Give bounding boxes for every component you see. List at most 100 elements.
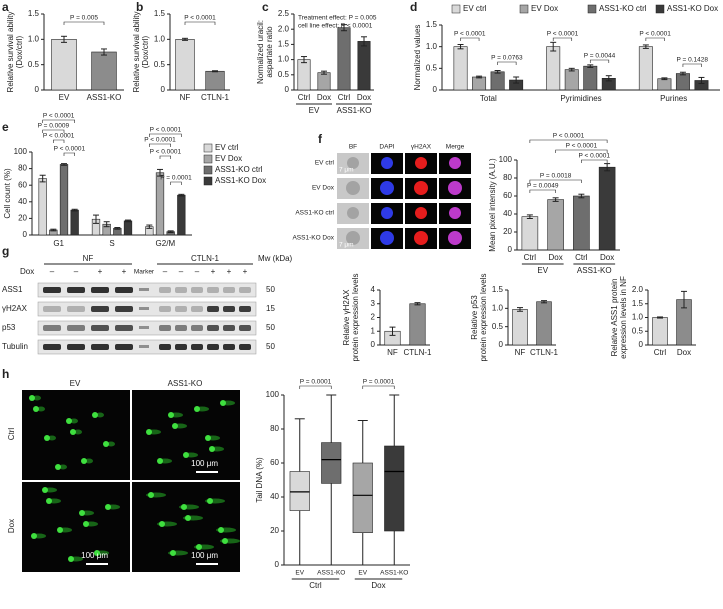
- blot-band: [207, 287, 219, 293]
- note: Treatment effect: P = 0.005: [298, 15, 377, 22]
- group-label: ASS1-KO: [337, 106, 372, 115]
- scale-bar: 7 μm: [339, 167, 354, 174]
- bar: [123, 220, 133, 236]
- bracket: [42, 129, 65, 133]
- comet-head: [33, 406, 39, 412]
- x-tick-label: NF: [387, 348, 398, 357]
- bar: [357, 41, 371, 91]
- blot-band: [159, 287, 171, 293]
- bar: [317, 72, 331, 91]
- y-axis-label: Relative survival ability: [6, 12, 15, 93]
- scale-bar: 100 μm: [191, 459, 218, 468]
- y-tick-label: 40: [270, 492, 279, 501]
- blot-band: [43, 344, 61, 350]
- y-tick-label: 0: [35, 85, 40, 94]
- comet-head: [57, 527, 63, 533]
- bar: [536, 301, 552, 346]
- cell: [448, 181, 462, 195]
- bracket: [497, 61, 517, 65]
- column-label: γH2AX: [411, 144, 432, 151]
- y-tick-label: 100: [14, 147, 28, 156]
- p-value: P < 0.0001: [566, 143, 598, 150]
- p-value: P < 0.0001: [150, 127, 182, 134]
- legend-swatch: [519, 4, 529, 14]
- group-label: Ctrl: [309, 581, 322, 590]
- y-axis-label: Mean pixel intensity (A.U.): [488, 158, 497, 252]
- y-tick-label: 100: [499, 155, 513, 164]
- x-tick-label: Ctrl: [654, 348, 667, 357]
- sign: –: [163, 267, 168, 276]
- panel-letter: g: [2, 244, 9, 258]
- panel-letter: f: [318, 132, 323, 146]
- y-tick-label: 4: [371, 285, 376, 294]
- cell: [381, 207, 393, 219]
- p-value: P = 0.0001: [300, 379, 332, 386]
- micrograph: [22, 390, 130, 480]
- y-tick-label: 1.5: [154, 9, 166, 18]
- p-value: P = 0.0001: [160, 175, 192, 182]
- y-tick-label: 1.5: [278, 40, 290, 49]
- y-tick-label: 2: [371, 313, 376, 322]
- x-tick-label: Dox: [677, 348, 691, 357]
- column-label: ASS1-KO: [168, 379, 203, 388]
- blot-band: [115, 287, 133, 293]
- y-axis-label: Cell count (%): [3, 168, 12, 219]
- bar: [472, 76, 487, 91]
- mw-label: 15: [266, 304, 275, 313]
- blot-band: [191, 325, 203, 331]
- y-tick-label: 0.5: [278, 70, 290, 79]
- y-tick-label: 80: [503, 173, 512, 182]
- row-label: ASS1-KO Dox: [292, 235, 334, 242]
- comet: [37, 406, 45, 412]
- y-tick-label: 60: [270, 458, 279, 467]
- blot-band: [191, 287, 203, 293]
- bar: [38, 178, 47, 236]
- comet-head: [103, 441, 109, 447]
- row-label: p53: [2, 323, 16, 332]
- comet: [107, 441, 115, 447]
- legend-label: ASS1-KO Dox: [215, 176, 266, 185]
- comet-head: [168, 412, 174, 418]
- legend-swatch: [451, 4, 461, 14]
- bracket: [170, 181, 182, 185]
- blot-band: [67, 287, 85, 293]
- box: [384, 445, 405, 532]
- x-tick-label: G2/M: [156, 239, 176, 248]
- legend-label: EV ctrl: [463, 4, 487, 13]
- comet-head: [157, 458, 163, 464]
- comet-head: [172, 423, 178, 429]
- box: [321, 442, 342, 484]
- panel-letter: a: [2, 0, 9, 14]
- y-axis-label: Relative survival ability: [132, 12, 141, 93]
- y-tick-label: 0: [161, 85, 166, 94]
- x-tick-label: G1: [53, 239, 64, 248]
- y-tick-label: 0.5: [28, 60, 40, 69]
- x-tick-label: EV: [295, 570, 304, 577]
- bracket: [645, 37, 665, 41]
- comet-head: [220, 400, 226, 406]
- bracket: [299, 385, 332, 389]
- bar: [638, 46, 653, 91]
- panel-letter: c: [262, 0, 269, 14]
- comet-head: [222, 538, 228, 544]
- legend-label: ASS1-KO Dox: [667, 4, 718, 13]
- comet-head: [159, 521, 165, 527]
- y-tick-label: 40: [503, 209, 512, 218]
- blot-band: [91, 325, 109, 331]
- treatment-label: Dox: [20, 267, 34, 276]
- blot-band: [207, 306, 219, 312]
- bracket: [555, 149, 608, 153]
- bar: [657, 78, 672, 91]
- x-tick-label: Dox: [549, 253, 563, 262]
- blot-band: [159, 306, 171, 312]
- legend-swatch: [655, 4, 665, 14]
- y-tick-label: 0.5: [426, 63, 438, 72]
- bar: [546, 46, 561, 91]
- bracket: [184, 21, 216, 25]
- comet-head: [68, 556, 74, 562]
- blot-band: [67, 325, 85, 331]
- y-tick-label: 80: [270, 424, 279, 433]
- panel-letter: d: [410, 0, 417, 14]
- y-tick-label: 20: [270, 526, 279, 535]
- sign: +: [243, 267, 248, 276]
